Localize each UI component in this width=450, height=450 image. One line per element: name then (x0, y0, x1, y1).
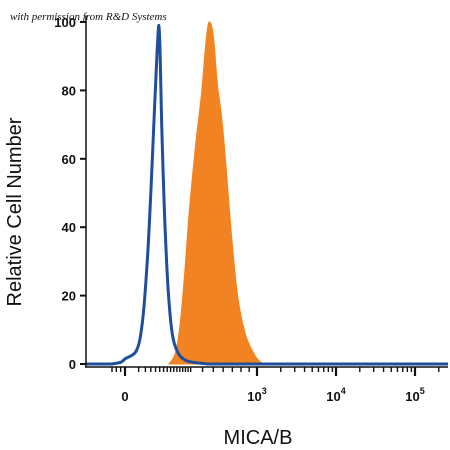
histogram-filled-series (167, 21, 267, 365)
y-axis-label: Relative Cell Number (4, 117, 26, 306)
y-tick-label: 100 (54, 15, 76, 30)
y-tick-label: 0 (69, 357, 76, 372)
x-axis-label: MICA/B (224, 427, 293, 449)
series-layer (86, 21, 448, 366)
x-tick-label: 103 (247, 386, 266, 404)
axes-layer (85, 16, 448, 368)
x-tick-label: 105 (405, 386, 424, 404)
watermark-text: with permission from R&D Systems (10, 11, 167, 23)
ticks-layer: 0 20 40 60 80 100 0 103 104 105 (54, 15, 440, 404)
x-tick-label: 0 (121, 389, 128, 404)
x-tick-label: 104 (326, 386, 345, 404)
y-tick-label: 40 (62, 220, 76, 235)
y-tick-label: 80 (62, 83, 76, 98)
histogram-outline-series (86, 23, 448, 366)
y-tick-label: 60 (62, 152, 76, 167)
y-tick-label: 20 (62, 289, 76, 304)
